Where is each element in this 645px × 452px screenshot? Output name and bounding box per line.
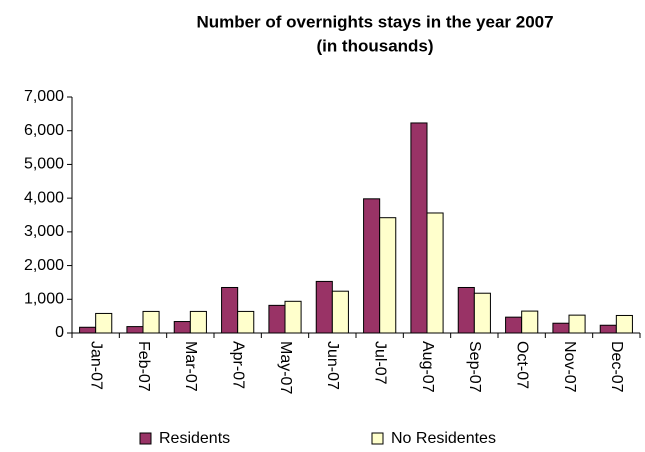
bar [268, 304, 286, 334]
bar [552, 322, 570, 334]
y-tick-label: 7,000 [24, 88, 64, 105]
bar [410, 122, 428, 334]
y-tick-label: 3,000 [24, 223, 64, 240]
x-tick-label: Aug-07 [419, 341, 436, 393]
bar [189, 310, 207, 334]
x-tick-label: Nov-07 [561, 341, 578, 393]
x-tick-label: Sep-07 [466, 341, 483, 393]
bar [173, 321, 191, 334]
bar [457, 286, 475, 334]
x-tick-label: Oct-07 [513, 341, 530, 389]
y-tick-label: 2,000 [24, 257, 64, 274]
bar [221, 286, 239, 334]
x-tick-label: May-07 [277, 341, 294, 394]
legend-swatch [139, 432, 152, 445]
y-tick-label: 1,000 [24, 291, 64, 308]
bar [79, 326, 97, 334]
y-tick-label: 5,000 [24, 156, 64, 173]
legend-label: Residents [159, 430, 230, 447]
chart-subtitle: (in thousands) [316, 36, 433, 55]
bar [521, 310, 539, 334]
bar [599, 324, 617, 334]
bar [615, 314, 633, 334]
x-tick-label: Jun-07 [324, 341, 341, 390]
x-tick-label: Jan-07 [87, 341, 104, 390]
bar [568, 314, 586, 334]
bar [237, 310, 255, 334]
bar [126, 326, 144, 334]
bar [142, 310, 160, 334]
bar [379, 217, 397, 334]
y-tick-label: 4,000 [24, 189, 64, 206]
x-tick-label: Mar-07 [182, 341, 199, 392]
legend-swatch [371, 432, 384, 445]
x-tick-label: Jul-07 [371, 341, 388, 385]
legend-label: No Residentes [391, 430, 496, 447]
bar [95, 312, 113, 334]
bar [505, 316, 523, 334]
x-tick-label: Dec-07 [608, 341, 625, 393]
x-tick-label: Feb-07 [135, 341, 152, 392]
bar [331, 290, 349, 334]
y-tick-label: 6,000 [24, 122, 64, 139]
bar [315, 280, 333, 334]
bar [473, 292, 491, 334]
bar [426, 212, 444, 334]
bar [284, 300, 302, 334]
y-tick-label: 0 [55, 324, 64, 341]
bar [363, 198, 381, 334]
x-tick-label: Apr-07 [229, 341, 246, 389]
chart-title: Number of overnights stays in the year 2… [196, 12, 553, 31]
